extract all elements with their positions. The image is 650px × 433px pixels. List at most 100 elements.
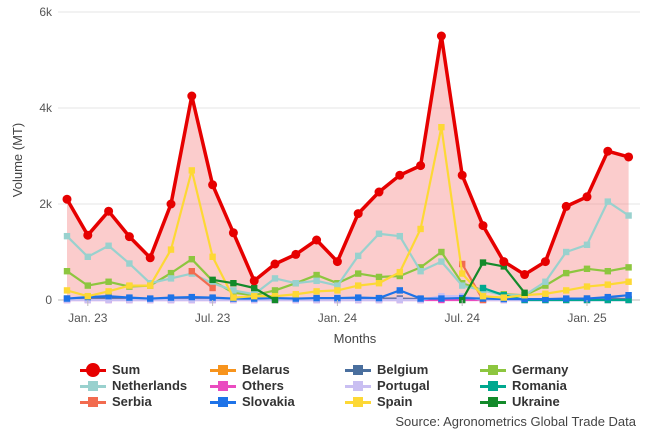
legend-symbol xyxy=(210,379,236,393)
data-point xyxy=(521,295,528,303)
data-point xyxy=(457,170,467,180)
data-point xyxy=(417,225,424,233)
data-point xyxy=(126,294,133,301)
data-point xyxy=(313,277,320,284)
legend-item-romania[interactable]: Romania xyxy=(480,378,567,393)
data-point xyxy=(396,232,403,240)
data-point xyxy=(479,259,487,266)
data-point xyxy=(313,288,320,295)
series-sum xyxy=(62,31,634,286)
data-point xyxy=(479,292,487,300)
data-point xyxy=(147,282,154,289)
data-point xyxy=(126,282,133,289)
data-point xyxy=(353,209,363,219)
legend-item-serbia[interactable]: Serbia xyxy=(80,394,152,409)
legend-marker xyxy=(488,364,498,375)
data-point xyxy=(230,287,237,294)
legend-symbol xyxy=(210,363,236,377)
data-point xyxy=(270,259,280,269)
legend-item-belgium[interactable]: Belgium xyxy=(345,362,428,377)
x-axis-title: Months xyxy=(334,331,377,346)
legend-label: Serbia xyxy=(112,394,152,409)
data-point xyxy=(459,270,466,277)
data-point xyxy=(395,170,405,180)
series-line-netherlands xyxy=(66,200,630,297)
legend-marker xyxy=(86,362,100,377)
data-point xyxy=(334,287,341,294)
data-point xyxy=(312,235,322,245)
legend-label: Romania xyxy=(512,378,567,393)
data-point xyxy=(332,257,342,267)
data-point xyxy=(188,256,195,263)
legend-item-portugal[interactable]: Portugal xyxy=(345,378,430,393)
legend-item-slovakia[interactable]: Slovakia xyxy=(210,394,295,409)
data-point xyxy=(209,276,216,284)
data-point xyxy=(500,294,507,301)
data-point xyxy=(603,146,613,156)
series-line-spain xyxy=(66,126,629,299)
x-tick-label: Jan. 25 xyxy=(567,311,607,325)
legend-item-others[interactable]: Others xyxy=(210,378,284,393)
legend-item-belarus[interactable]: Belarus xyxy=(210,362,290,377)
y-tick-label: 4k xyxy=(39,101,53,115)
data-point xyxy=(104,206,114,216)
data-point xyxy=(167,294,175,301)
y-tick-label: 0 xyxy=(45,293,52,307)
data-point xyxy=(417,264,424,271)
data-point xyxy=(249,276,259,286)
data-point xyxy=(105,296,112,304)
data-point xyxy=(625,278,632,285)
legend-item-germany[interactable]: Germany xyxy=(480,362,568,377)
legend-marker xyxy=(488,380,498,391)
data-point xyxy=(375,294,383,302)
legend-marker xyxy=(88,396,98,407)
legend-item-sum[interactable]: Sum xyxy=(80,362,140,377)
legend-marker xyxy=(353,396,363,407)
data-point xyxy=(416,161,426,171)
legend-item-spain[interactable]: Spain xyxy=(345,394,412,409)
legend-label: Belarus xyxy=(242,362,290,377)
legend-symbol xyxy=(345,379,371,393)
legend-marker xyxy=(488,396,498,407)
x-tick-label: Jul. 24 xyxy=(445,311,481,325)
data-point xyxy=(355,294,362,301)
data-point xyxy=(84,253,91,260)
data-point xyxy=(438,258,445,265)
data-point xyxy=(625,212,632,219)
legend-label: Belgium xyxy=(377,362,429,377)
legend-symbol xyxy=(210,395,236,409)
legend-symbol xyxy=(480,363,506,377)
data-point xyxy=(563,287,570,294)
series-line-romania xyxy=(482,286,629,302)
data-point xyxy=(479,284,487,292)
data-point xyxy=(292,291,299,298)
data-point xyxy=(147,295,154,302)
legend-label: Germany xyxy=(512,362,569,377)
data-point xyxy=(355,270,362,277)
data-point xyxy=(209,280,216,287)
y-tick-label: 2k xyxy=(39,197,53,211)
legend-item-ukraine[interactable]: Ukraine xyxy=(480,394,560,409)
legend-symbol xyxy=(345,363,371,377)
legend-label: Netherlands xyxy=(112,378,188,393)
data-point xyxy=(105,292,112,300)
data-point xyxy=(251,292,258,300)
data-point xyxy=(624,152,634,162)
legend-marker xyxy=(218,364,228,375)
data-point xyxy=(583,265,591,272)
data-point xyxy=(313,294,320,302)
legend-symbol xyxy=(480,379,506,393)
data-point xyxy=(583,241,591,248)
data-point xyxy=(563,269,570,277)
data-point xyxy=(187,91,197,101)
data-point xyxy=(542,278,549,285)
data-point xyxy=(438,295,445,302)
legend-label: Others xyxy=(242,378,284,393)
data-point xyxy=(167,275,175,282)
data-point xyxy=(375,273,383,281)
data-point xyxy=(291,249,301,259)
legend-item-netherlands[interactable]: Netherlands xyxy=(80,378,187,393)
data-point xyxy=(208,180,218,190)
series-line-germany xyxy=(66,250,629,297)
